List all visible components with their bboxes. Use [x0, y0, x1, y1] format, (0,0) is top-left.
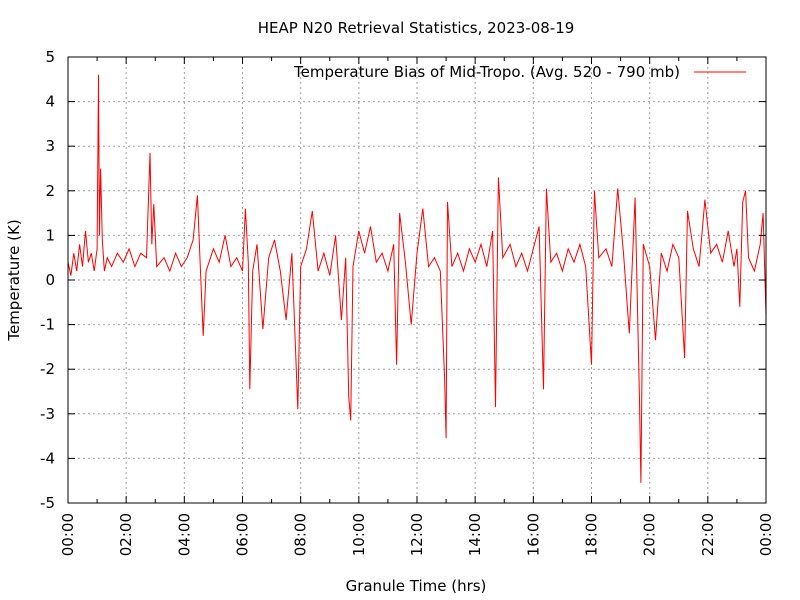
y-tick-label: 5: [45, 48, 55, 66]
grid-lines: [68, 57, 766, 503]
x-tick-label: 16:00: [524, 513, 542, 556]
y-tick-label: -4: [40, 449, 55, 467]
y-tick-label: -3: [40, 405, 55, 423]
y-tick-label: -1: [40, 316, 55, 334]
y-tick-label: 3: [45, 137, 55, 155]
x-tick-label: 00:00: [757, 513, 775, 556]
y-tick-label: 0: [45, 271, 55, 289]
y-axis-label: Temperature (K): [5, 219, 23, 341]
x-tick-label: 18:00: [583, 513, 601, 556]
x-tick-label: 08:00: [292, 513, 310, 556]
y-tick-label: 2: [45, 182, 55, 200]
y-tick-label: -2: [40, 360, 55, 378]
x-tick-label: 04:00: [175, 513, 193, 556]
y-tick-label: -5: [40, 494, 55, 512]
y-tick-label: 4: [45, 93, 55, 111]
x-tick-label: 06:00: [234, 513, 252, 556]
x-tick-label: 20:00: [641, 513, 659, 556]
x-tick-label: 14:00: [466, 513, 484, 556]
x-tick-label: 22:00: [699, 513, 717, 556]
chart-title: HEAP N20 Retrieval Statistics, 2023-08-1…: [258, 19, 575, 37]
x-tick-label: 02:00: [117, 513, 135, 556]
x-tick-label: 00:00: [59, 513, 77, 556]
x-tick-label: 10:00: [350, 513, 368, 556]
x-axis-label: Granule Time (hrs): [346, 577, 487, 595]
legend: Temperature Bias of Mid-Tropo. (Avg. 520…: [293, 63, 746, 81]
series-line: [67, 74, 767, 483]
axis-ticks: -5 -4 -3 -2 -1 0 1 2 3 4 5 00:00 02:00 04:00 06:00 08:0…: [40, 48, 775, 556]
x-tick-label: 12:00: [408, 513, 426, 556]
legend-label: Temperature Bias of Mid-Tropo. (Avg. 520…: [293, 63, 680, 81]
y-tick-label: 1: [45, 226, 55, 244]
